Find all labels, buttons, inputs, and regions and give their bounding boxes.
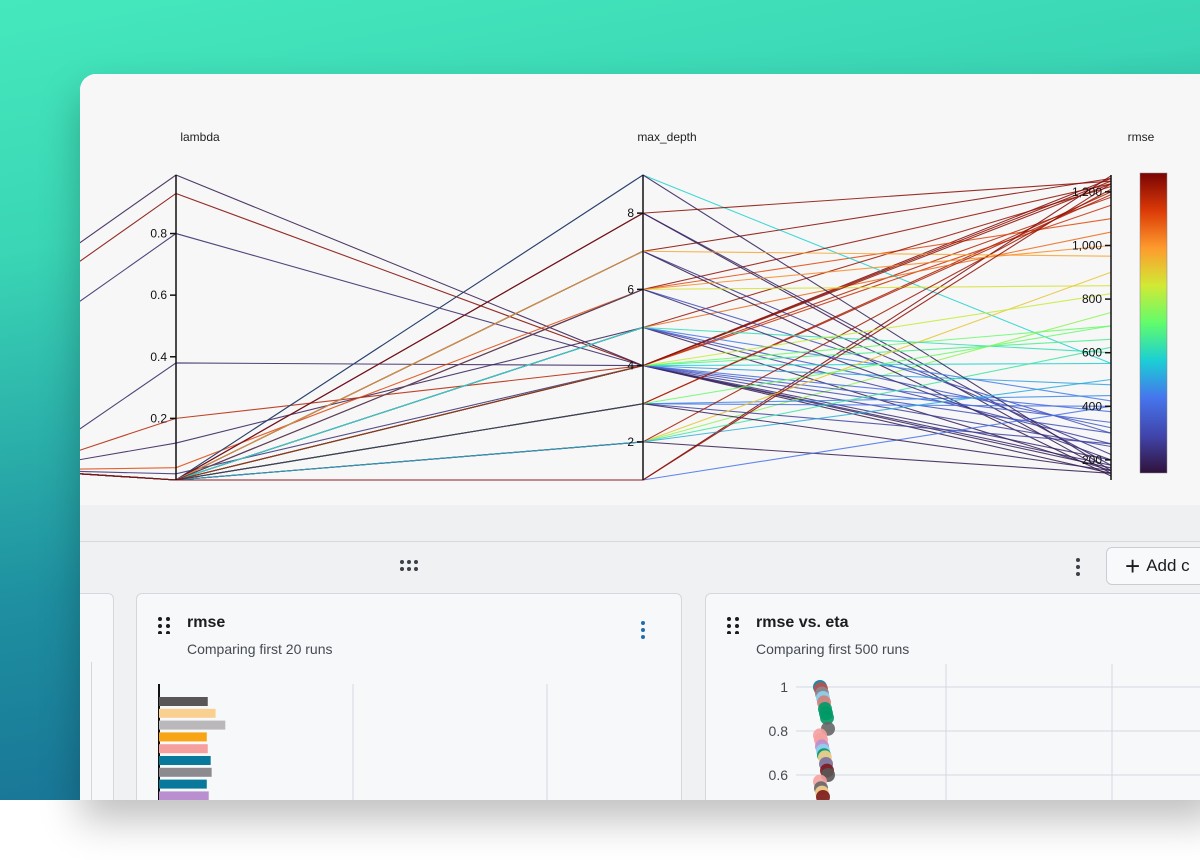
bar bbox=[159, 708, 216, 718]
run-line bbox=[80, 326, 1112, 472]
run-line bbox=[80, 180, 1112, 481]
card-subtitle: Comparing first 20 runs bbox=[187, 641, 333, 657]
axis-label: lambda bbox=[180, 130, 220, 144]
plus-icon: + bbox=[1125, 551, 1141, 581]
run-line bbox=[80, 325, 1112, 481]
chart-card-rmse: rmse Comparing first 20 runs bbox=[136, 593, 682, 800]
tick-label: 1,000 bbox=[1072, 238, 1102, 252]
run-line bbox=[80, 191, 1112, 481]
bar bbox=[159, 744, 208, 754]
run-line bbox=[80, 177, 1112, 481]
bar bbox=[159, 732, 207, 742]
run-line bbox=[80, 183, 1112, 481]
run-line bbox=[80, 338, 1112, 481]
more-vertical-icon[interactable] bbox=[1074, 557, 1082, 577]
bar bbox=[159, 697, 208, 706]
drag-handle-icon[interactable] bbox=[157, 616, 171, 634]
tick-label: 6 bbox=[627, 282, 634, 296]
run-line bbox=[80, 405, 1112, 481]
tick-label: 8 bbox=[627, 206, 634, 220]
run-line bbox=[80, 365, 1112, 475]
tick-label: 200 bbox=[1082, 453, 1102, 467]
tick-label: 0.8 bbox=[150, 227, 167, 241]
tick-label: 0.6 bbox=[150, 288, 167, 302]
tick-label: 800 bbox=[1082, 292, 1102, 306]
tick-label: 4 bbox=[627, 359, 634, 373]
chart-card-rmse-vs-eta: rmse vs. eta Comparing first 500 runs 0.… bbox=[705, 593, 1200, 800]
drag-handle-icon[interactable] bbox=[726, 616, 740, 634]
colorbar bbox=[1139, 172, 1168, 474]
card-title: rmse vs. eta bbox=[756, 614, 849, 631]
card-subtitle: Comparing first 500 runs bbox=[756, 641, 910, 657]
tick-label: 600 bbox=[1082, 346, 1102, 360]
data-point bbox=[820, 710, 834, 725]
tick-label: 0.6 bbox=[769, 767, 789, 783]
parallel-coordinates-chart[interactable]: lambda 0.2 0.4 0.6 0.8 max_depth 2 4 6 8 rmse 200 40… bbox=[80, 74, 1200, 505]
app-window: lambda 0.2 0.4 0.6 0.8 max_depth 2 4 6 8 rmse 200 40… bbox=[80, 74, 1200, 800]
card-title: rmse bbox=[187, 614, 226, 631]
run-line bbox=[80, 183, 1112, 481]
bar bbox=[159, 756, 211, 765]
data-point bbox=[816, 790, 830, 800]
add-chart-button[interactable]: + Add c bbox=[1106, 547, 1200, 585]
tick-label: 1,200 bbox=[1072, 185, 1102, 199]
run-line bbox=[80, 362, 1112, 469]
tick-label: 0.8 bbox=[769, 723, 789, 739]
tick-label: 400 bbox=[1082, 399, 1102, 413]
panel-divider bbox=[80, 505, 1200, 542]
chart-card-partial bbox=[80, 593, 114, 800]
bar bbox=[159, 791, 209, 800]
run-line bbox=[80, 177, 1112, 367]
run-line bbox=[80, 232, 1112, 466]
axis-label: rmse bbox=[1128, 130, 1155, 144]
tick-label: 0.4 bbox=[150, 350, 167, 364]
bar bbox=[159, 720, 226, 730]
tick-label: 1 bbox=[780, 679, 788, 695]
axis-label: max_depth bbox=[637, 130, 696, 144]
tick-label: 2 bbox=[627, 435, 634, 449]
bar bbox=[159, 767, 212, 777]
tick-label: 0.2 bbox=[150, 411, 167, 425]
parallel-coordinates-panel: lambda 0.2 0.4 0.6 0.8 max_depth 2 4 6 8 rmse 200 40… bbox=[80, 74, 1200, 506]
run-line bbox=[80, 325, 1112, 481]
run-line bbox=[80, 183, 1112, 481]
more-vertical-icon[interactable] bbox=[639, 620, 647, 640]
add-chart-label: Add c bbox=[1146, 556, 1190, 575]
run-line bbox=[80, 196, 1112, 451]
bar-chart[interactable] bbox=[137, 684, 681, 800]
run-line bbox=[80, 231, 1112, 481]
run-line bbox=[80, 180, 1112, 481]
run-line bbox=[80, 174, 1112, 474]
drag-handle-icon[interactable] bbox=[399, 559, 419, 573]
bar bbox=[159, 779, 207, 789]
run-line bbox=[80, 185, 1112, 481]
